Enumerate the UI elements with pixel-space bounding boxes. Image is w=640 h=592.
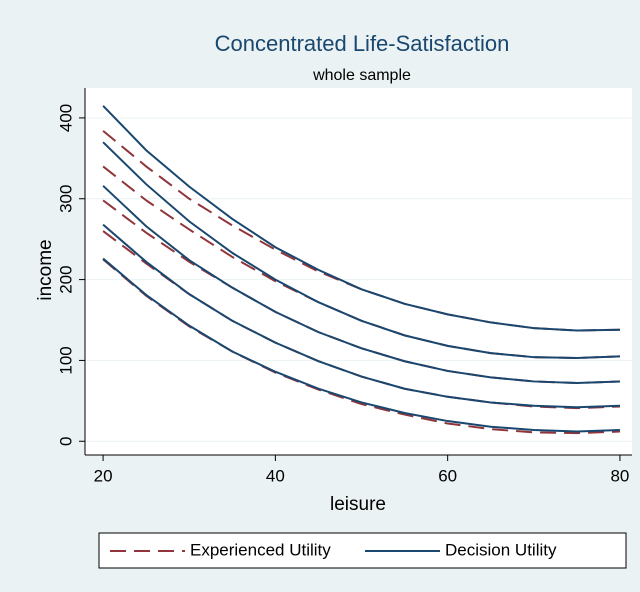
y-tick-label: 200 [56,265,75,293]
y-tick-label: 0 [56,437,75,446]
x-tick-label: 40 [266,466,285,485]
plot-area [85,88,632,455]
x-tick-label: 60 [438,466,457,485]
x-tick-label: 80 [610,466,629,485]
y-tick-label: 300 [56,185,75,213]
curve [102,185,620,385]
curve [102,105,620,332]
legend [98,532,627,569]
curve [102,141,620,359]
curve [102,257,620,433]
y-axis-label: income [35,239,56,300]
x-tick-label: 20 [94,466,113,485]
y-tick-label: 400 [56,104,75,132]
chart-subtitle: whole sample [312,67,411,84]
legend-label: Experienced Utility [190,540,331,559]
y-tick-label: 100 [56,346,75,374]
curve [102,223,620,409]
x-axis-label: leisure [330,494,386,515]
chart-title: Concentrated Life-Satisfaction [215,31,510,56]
legend-label: Decision Utility [445,540,557,559]
